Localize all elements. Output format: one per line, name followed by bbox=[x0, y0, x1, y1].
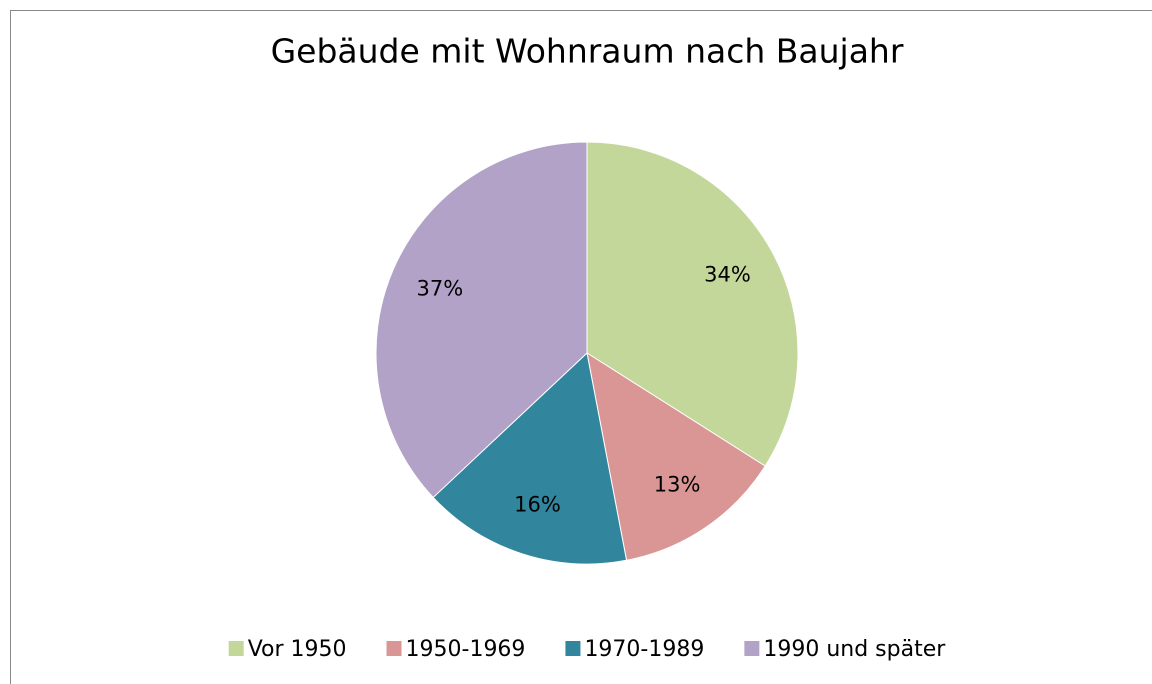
legend-swatch bbox=[744, 641, 760, 656]
data-label: 34% bbox=[704, 263, 751, 287]
pie-slice bbox=[432, 352, 628, 565]
data-label: 13% bbox=[654, 473, 701, 497]
data-label: 16% bbox=[514, 493, 561, 517]
legend-swatch bbox=[228, 641, 244, 656]
pie-slice bbox=[375, 141, 588, 499]
legend-label: 1970-1989 bbox=[584, 637, 704, 662]
legend-label: 1990 und später bbox=[763, 637, 946, 662]
legend-label: Vor 1950 bbox=[248, 637, 347, 662]
pie-slice bbox=[586, 351, 766, 561]
legend-label: 1950-1969 bbox=[406, 637, 526, 662]
legend-swatch bbox=[565, 641, 581, 656]
legend-swatch bbox=[386, 641, 402, 656]
chart-title: Gebäude mit Wohnraum nach Baujahr bbox=[271, 32, 904, 71]
data-label: 37% bbox=[416, 276, 463, 300]
pie-slice bbox=[586, 141, 799, 467]
